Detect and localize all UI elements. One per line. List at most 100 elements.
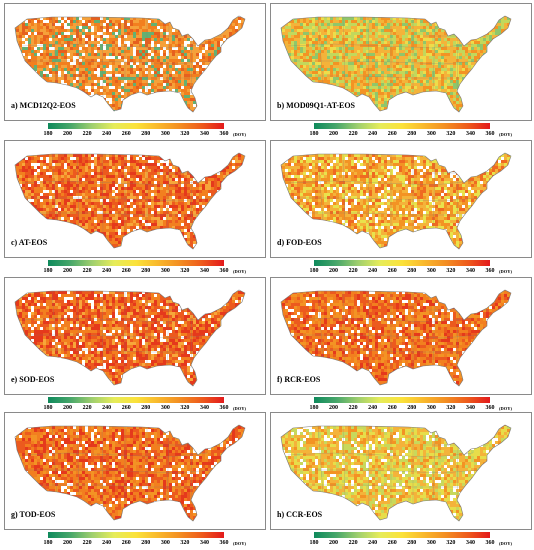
colorbar-tick-label: 300 bbox=[161, 540, 170, 546]
map-frame: b) MOD09Q1-AT-EOS bbox=[270, 3, 532, 121]
colorbar-legend-g: 180 200 220 240 260 280 300 320 340 360 (DOY) bbox=[4, 530, 266, 550]
panel-label-a: a) MCD12Q2-EOS bbox=[11, 101, 76, 110]
colorbar-legend-h: 180 200 220 240 260 280 300 320 340 360 (DOY) bbox=[270, 530, 532, 550]
colorbar-tick-label: 320 bbox=[180, 268, 189, 274]
colorbar-tick-label: 320 bbox=[446, 540, 455, 546]
colorbar-tick-label: 200 bbox=[329, 268, 338, 274]
colorbar-legend-d: 180 200 220 240 260 280 300 320 340 360 (DOY) bbox=[270, 258, 532, 278]
colorbar-tick-label: 240 bbox=[102, 540, 111, 546]
panel-h: h) CCR-EOS 180 200 220 240 260 280 300 320 340 36… bbox=[270, 412, 532, 550]
colorbar-unit: (DOY) bbox=[233, 269, 246, 274]
colorbar bbox=[48, 397, 224, 403]
colorbar-tick-label: 280 bbox=[407, 131, 416, 137]
colorbar-unit: (DOY) bbox=[233, 406, 246, 411]
colorbar-tick-label: 300 bbox=[161, 268, 170, 274]
colorbar-tick-label: 220 bbox=[349, 131, 358, 137]
us-outline bbox=[280, 289, 512, 387]
colorbar-tick-label: 240 bbox=[368, 405, 377, 411]
colorbar-tick-label: 240 bbox=[102, 131, 111, 137]
colorbar-tick-label: 240 bbox=[368, 540, 377, 546]
colorbar-legend-a: 180 200 220 240 260 280 300 320 340 360 (DOY) bbox=[4, 121, 266, 141]
colorbar bbox=[314, 532, 490, 538]
colorbar-tick-label: 360 bbox=[486, 405, 495, 411]
colorbar-tick-label: 280 bbox=[407, 540, 416, 546]
colorbar-legend-e: 180 200 220 240 260 280 300 320 340 360 (DOY) bbox=[4, 395, 266, 415]
us-map-g bbox=[14, 424, 246, 522]
colorbar-legend-b: 180 200 220 240 260 280 300 320 340 360 (DOY) bbox=[270, 121, 532, 141]
colorbar-tick-label: 360 bbox=[486, 131, 495, 137]
colorbar-tick-label: 220 bbox=[83, 131, 92, 137]
us-map-b bbox=[280, 15, 512, 113]
map-frame: e) SOD-EOS bbox=[4, 277, 266, 395]
colorbar-tick-label: 240 bbox=[102, 405, 111, 411]
colorbar-tick-label: 320 bbox=[446, 131, 455, 137]
panel-g: g) TOD-EOS 180 200 220 240 260 280 300 320 340 36… bbox=[4, 412, 266, 550]
colorbar-legend-f: 180 200 220 240 260 280 300 320 340 360 (DOY) bbox=[270, 395, 532, 415]
colorbar-legend-c: 180 200 220 240 260 280 300 320 340 360 (DOY) bbox=[4, 258, 266, 278]
panel-label-c: c) AT-EOS bbox=[11, 238, 47, 247]
colorbar-tick-label: 260 bbox=[388, 131, 397, 137]
us-outline bbox=[14, 152, 246, 250]
colorbar-tick-label: 340 bbox=[466, 540, 475, 546]
colorbar-tick-label: 260 bbox=[388, 540, 397, 546]
panel-label-b: b) MOD09Q1-AT-EOS bbox=[277, 101, 355, 110]
colorbar-tick-label: 260 bbox=[122, 540, 131, 546]
map-frame: c) AT-EOS bbox=[4, 140, 266, 258]
map-frame: f) RCR-EOS bbox=[270, 277, 532, 395]
colorbar-tick-label: 340 bbox=[200, 131, 209, 137]
map-frame: h) CCR-EOS bbox=[270, 412, 532, 530]
colorbar-tick-label: 300 bbox=[161, 405, 170, 411]
colorbar-tick-label: 180 bbox=[310, 268, 319, 274]
panel-b: b) MOD09Q1-AT-EOS 180 200 220 240 260 280 300 3… bbox=[270, 3, 532, 141]
colorbar-tick-label: 220 bbox=[83, 540, 92, 546]
colorbar-tick-label: 280 bbox=[407, 405, 416, 411]
colorbar-tick-label: 240 bbox=[102, 268, 111, 274]
colorbar-tick-label: 300 bbox=[161, 131, 170, 137]
colorbar-tick-label: 340 bbox=[200, 405, 209, 411]
colorbar bbox=[314, 123, 490, 129]
colorbar-tick-label: 180 bbox=[310, 405, 319, 411]
colorbar bbox=[314, 260, 490, 266]
colorbar-tick-label: 180 bbox=[44, 268, 53, 274]
colorbar-tick-label: 340 bbox=[200, 268, 209, 274]
panel-d: d) FOD-EOS 180 200 220 240 260 280 300 320 340 36… bbox=[270, 140, 532, 278]
colorbar-tick-label: 180 bbox=[310, 540, 319, 546]
colorbar-tick-label: 200 bbox=[63, 540, 72, 546]
colorbar-tick-label: 300 bbox=[427, 131, 436, 137]
colorbar-tick-label: 340 bbox=[466, 131, 475, 137]
colorbar-unit: (DOY) bbox=[499, 541, 512, 546]
colorbar bbox=[48, 260, 224, 266]
colorbar-tick-label: 200 bbox=[63, 131, 72, 137]
us-map-d bbox=[280, 152, 512, 250]
colorbar-tick-label: 280 bbox=[141, 540, 150, 546]
colorbar-tick-label: 220 bbox=[349, 268, 358, 274]
us-map-e bbox=[14, 289, 246, 387]
panel-e: e) SOD-EOS 180 200 220 240 260 280 300 320 340 36… bbox=[4, 277, 266, 415]
panel-c: c) AT-EOS 180 200 220 240 260 280 300 320 340 360… bbox=[4, 140, 266, 278]
colorbar-tick-label: 360 bbox=[220, 405, 229, 411]
panel-label-h: h) CCR-EOS bbox=[277, 510, 322, 519]
colorbar-tick-label: 200 bbox=[63, 405, 72, 411]
panel-label-e: e) SOD-EOS bbox=[11, 375, 54, 384]
colorbar-tick-label: 220 bbox=[349, 540, 358, 546]
colorbar-tick-label: 200 bbox=[329, 540, 338, 546]
colorbar-tick-label: 360 bbox=[486, 540, 495, 546]
colorbar-tick-label: 180 bbox=[310, 131, 319, 137]
colorbar-tick-label: 180 bbox=[44, 131, 53, 137]
panel-f: f) RCR-EOS 180 200 220 240 260 280 300 320 340 36… bbox=[270, 277, 532, 415]
colorbar-tick-label: 360 bbox=[220, 540, 229, 546]
panel-label-d: d) FOD-EOS bbox=[277, 238, 322, 247]
colorbar bbox=[48, 123, 224, 129]
colorbar-tick-label: 260 bbox=[122, 131, 131, 137]
map-frame: d) FOD-EOS bbox=[270, 140, 532, 258]
colorbar-tick-label: 340 bbox=[466, 268, 475, 274]
us-map-f bbox=[280, 289, 512, 387]
colorbar-tick-label: 220 bbox=[349, 405, 358, 411]
colorbar-tick-label: 180 bbox=[44, 405, 53, 411]
colorbar-tick-label: 280 bbox=[141, 268, 150, 274]
colorbar-tick-label: 300 bbox=[427, 540, 436, 546]
colorbar bbox=[314, 397, 490, 403]
colorbar-unit: (DOY) bbox=[499, 269, 512, 274]
colorbar-tick-label: 320 bbox=[180, 405, 189, 411]
colorbar-tick-label: 320 bbox=[180, 540, 189, 546]
